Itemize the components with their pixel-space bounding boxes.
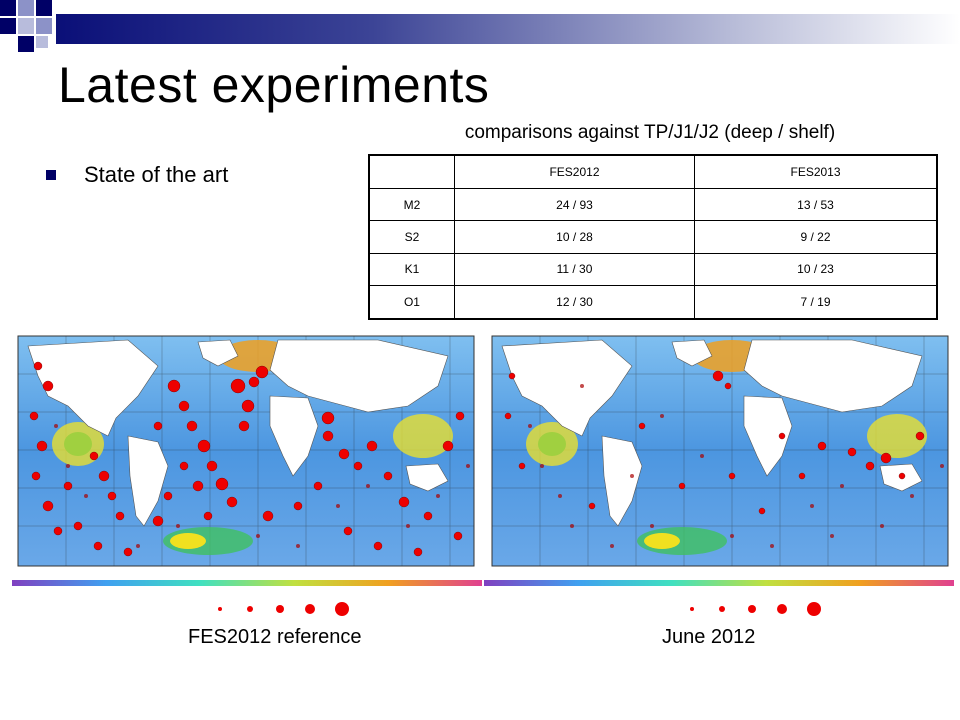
left-map-caption: FES2012 reference: [188, 626, 362, 648]
table-cell: 9 / 22: [694, 220, 938, 254]
corner-squares-icon: [0, 0, 80, 60]
table-cell: 24 / 93: [453, 187, 696, 222]
table-header-cell: FES2013: [694, 154, 938, 189]
right-map-caption: June 2012: [662, 626, 756, 648]
table-header-cell: [368, 154, 455, 189]
table-cell: 10 / 23: [694, 252, 938, 287]
bullet-text: State of the art: [84, 162, 229, 187]
header-gradient-bar: [56, 14, 960, 44]
table-cell: K1: [368, 252, 455, 287]
bullet-square-icon: [46, 170, 56, 180]
table-row: K1 11 / 30 10 / 23: [368, 252, 938, 287]
comparison-table: FES2012 FES2013 M2 24 / 93 13 / 53 S2 10…: [368, 154, 938, 320]
left-marker-legend: [218, 602, 349, 616]
table-cell: 10 / 28: [453, 220, 696, 254]
left-color-scale: [12, 580, 482, 586]
table-header-cell: FES2012: [453, 154, 696, 189]
table-cell: O1: [368, 285, 455, 320]
table-header-row: FES2012 FES2013: [368, 154, 938, 189]
table-cell: M2: [368, 187, 455, 222]
bullet-item: State of the art: [46, 162, 228, 188]
table-row: O1 12 / 30 7 / 19: [368, 285, 938, 320]
left-tide-map: [17, 335, 475, 567]
table-cell: S2: [368, 220, 455, 254]
table-cell: 12 / 30: [453, 285, 696, 320]
right-tide-map: [491, 335, 949, 567]
slide-title: Latest experiments: [58, 57, 490, 113]
right-color-scale: [484, 580, 954, 586]
table-cell: 7 / 19: [694, 285, 938, 320]
table-row: S2 10 / 28 9 / 22: [368, 220, 938, 254]
table-row: M2 24 / 93 13 / 53: [368, 187, 938, 222]
right-marker-legend: [690, 602, 821, 616]
table-caption: comparisons against TP/J1/J2 (deep / she…: [464, 122, 836, 143]
table-cell: 11 / 30: [453, 252, 696, 287]
table-cell: 13 / 53: [694, 187, 938, 222]
